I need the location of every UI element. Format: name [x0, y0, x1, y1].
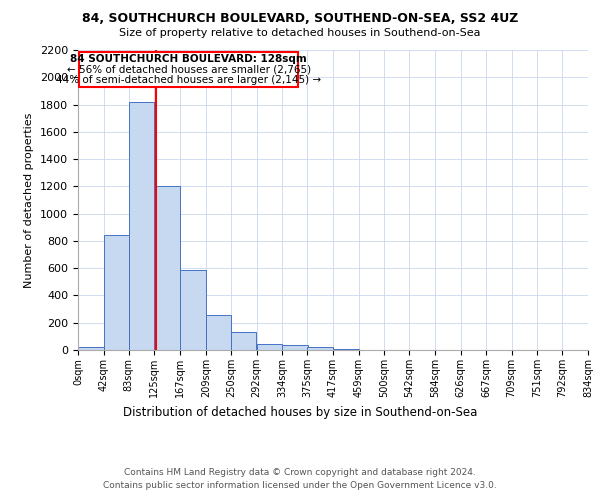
Text: Contains public sector information licensed under the Open Government Licence v3: Contains public sector information licen… — [103, 480, 497, 490]
Text: Distribution of detached houses by size in Southend-on-Sea: Distribution of detached houses by size … — [123, 406, 477, 419]
Bar — [257, 344, 282, 350]
Text: Contains HM Land Registry data © Crown copyright and database right 2024.: Contains HM Land Registry data © Crown c… — [124, 468, 476, 477]
Text: 84 SOUTHCHURCH BOULEVARD: 128sqm: 84 SOUTHCHURCH BOULEVARD: 128sqm — [70, 54, 307, 64]
Bar — [180, 270, 206, 350]
Bar — [231, 332, 256, 350]
Text: ← 56% of detached houses are smaller (2,765): ← 56% of detached houses are smaller (2,… — [67, 64, 311, 74]
Bar — [307, 347, 333, 350]
Bar — [333, 348, 359, 350]
Bar — [129, 102, 154, 350]
Bar — [155, 186, 180, 350]
Y-axis label: Number of detached properties: Number of detached properties — [25, 112, 34, 288]
Text: Size of property relative to detached houses in Southend-on-Sea: Size of property relative to detached ho… — [119, 28, 481, 38]
Bar — [104, 236, 129, 350]
Bar — [206, 315, 232, 350]
Bar — [79, 52, 298, 87]
Text: 84, SOUTHCHURCH BOULEVARD, SOUTHEND-ON-SEA, SS2 4UZ: 84, SOUTHCHURCH BOULEVARD, SOUTHEND-ON-S… — [82, 12, 518, 26]
Bar — [78, 346, 104, 350]
Bar — [283, 345, 308, 350]
Text: 44% of semi-detached houses are larger (2,145) →: 44% of semi-detached houses are larger (… — [56, 75, 321, 85]
